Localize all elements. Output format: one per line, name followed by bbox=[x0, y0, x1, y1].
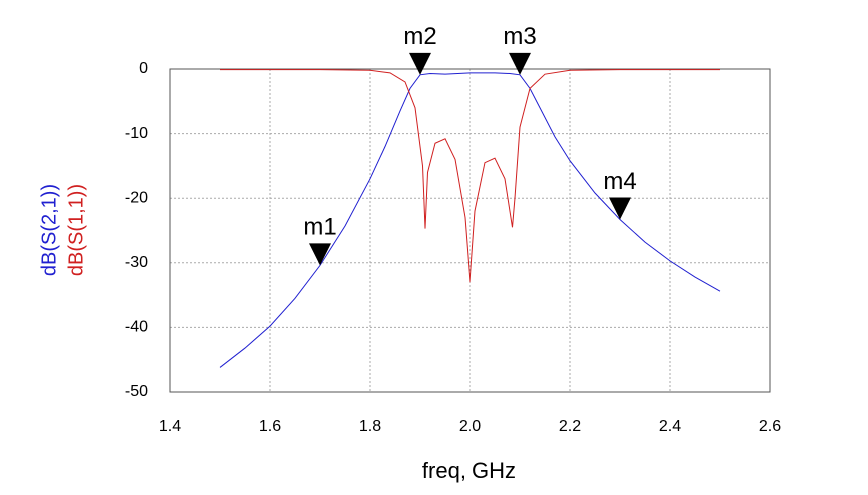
marker-triangle bbox=[609, 197, 631, 220]
marker-triangle bbox=[509, 52, 531, 75]
x-axis-title: freq, GHz bbox=[422, 458, 516, 483]
x-tick-label: 1.4 bbox=[159, 418, 181, 435]
series-line bbox=[220, 69, 720, 283]
marker-label: m3 bbox=[503, 23, 536, 50]
legend-label: dB(S(1,1)) bbox=[65, 184, 87, 276]
legend-label: dB(S(2,1)) bbox=[38, 184, 60, 276]
marker-triangle bbox=[309, 243, 331, 266]
x-tick-label: 2.2 bbox=[559, 418, 581, 435]
y-tick-label: -40 bbox=[125, 319, 148, 336]
y-tick-label: -50 bbox=[125, 383, 148, 400]
marker-triangle bbox=[409, 52, 431, 75]
series-line bbox=[219, 72, 721, 368]
x-tick-label: 2.0 bbox=[459, 418, 481, 435]
x-tick-label: 1.6 bbox=[259, 418, 281, 435]
plot-frame bbox=[169, 68, 771, 393]
y-tick-label: 0 bbox=[139, 60, 148, 77]
y-tick-label: -30 bbox=[125, 254, 148, 271]
x-tick-label: 2.4 bbox=[659, 418, 681, 435]
marker-label: m2 bbox=[403, 23, 436, 50]
y-tick-label: -20 bbox=[125, 189, 148, 206]
y-tick-label: -10 bbox=[125, 125, 148, 142]
marker-label: m1 bbox=[303, 214, 336, 241]
marker-label: m4 bbox=[603, 168, 636, 195]
x-tick-label: 2.6 bbox=[759, 418, 781, 435]
x-tick-label: 1.8 bbox=[359, 418, 381, 435]
